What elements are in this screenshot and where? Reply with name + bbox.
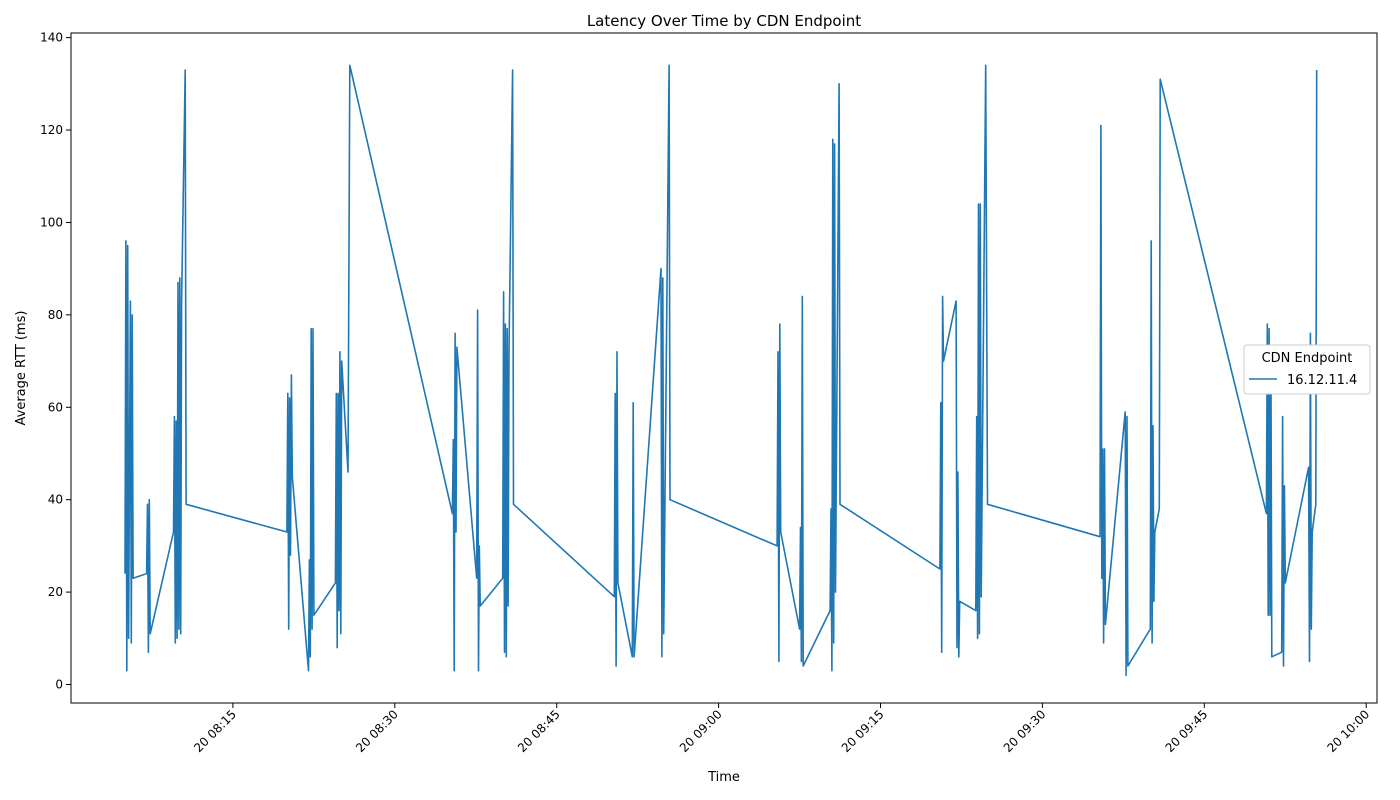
legend: CDN Endpoint 16.12.11.4 — [1243, 344, 1371, 395]
y-tick-label: 0 — [55, 678, 63, 692]
x-tick-label: 20 09:15 — [839, 707, 887, 755]
y-tick-label: 120 — [40, 123, 63, 137]
y-tick-label: 100 — [40, 215, 63, 229]
plot-frame — [70, 32, 1378, 704]
legend-box — [1243, 344, 1371, 395]
chart-title: Latency Over Time by CDN Endpoint — [587, 12, 861, 30]
x-tick-label: 20 08:15 — [191, 707, 239, 755]
x-tick-label: 20 09:00 — [677, 707, 725, 755]
x-tick-label: 20 10:00 — [1324, 707, 1372, 755]
y-tick-label: 80 — [48, 308, 63, 322]
legend-title: CDN Endpoint — [1262, 351, 1353, 366]
y-tick-label: 40 — [48, 493, 63, 507]
x-tick-label: 20 09:45 — [1163, 707, 1211, 755]
y-tick-label: 60 — [48, 400, 63, 414]
y-axis: 0 20 40 60 80 100 120 140 — [40, 31, 71, 692]
x-axis-label: Time — [707, 770, 740, 785]
x-tick-label: 20 08:30 — [353, 707, 401, 755]
plot-area — [124, 64, 1318, 677]
x-tick-label: 20 08:45 — [515, 707, 563, 755]
x-axis: 20 08:15 20 08:30 20 08:45 20 09:00 20 09:15… — [191, 703, 1372, 755]
x-tick-label: 20 09:30 — [1001, 707, 1049, 755]
series-line-0 — [124, 64, 1318, 677]
y-tick-label: 20 — [48, 585, 63, 599]
y-tick-label: 140 — [40, 31, 63, 45]
y-axis-label: Average RTT (ms) — [14, 311, 29, 426]
legend-series-label: 16.12.11.4 — [1287, 373, 1357, 388]
